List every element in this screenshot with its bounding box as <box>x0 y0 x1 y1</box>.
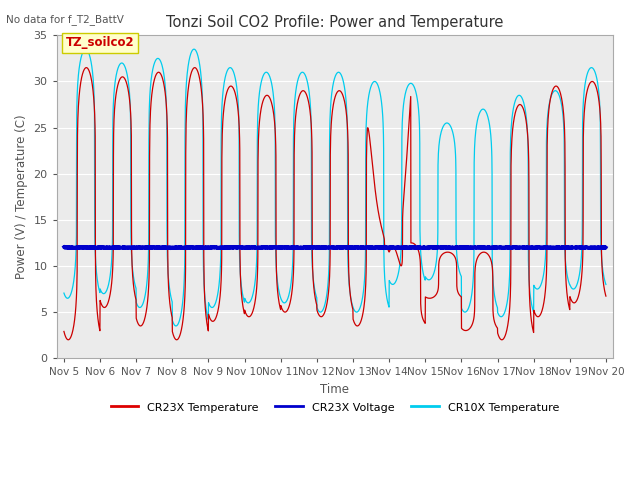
X-axis label: Time: Time <box>321 383 349 396</box>
Legend: CR23X Temperature, CR23X Voltage, CR10X Temperature: CR23X Temperature, CR23X Voltage, CR10X … <box>106 397 564 417</box>
Text: TZ_soilco2: TZ_soilco2 <box>66 36 134 49</box>
Y-axis label: Power (V) / Temperature (C): Power (V) / Temperature (C) <box>15 114 28 279</box>
Title: Tonzi Soil CO2 Profile: Power and Temperature: Tonzi Soil CO2 Profile: Power and Temper… <box>166 15 504 30</box>
Text: No data for f_T2_BattV: No data for f_T2_BattV <box>6 14 124 25</box>
